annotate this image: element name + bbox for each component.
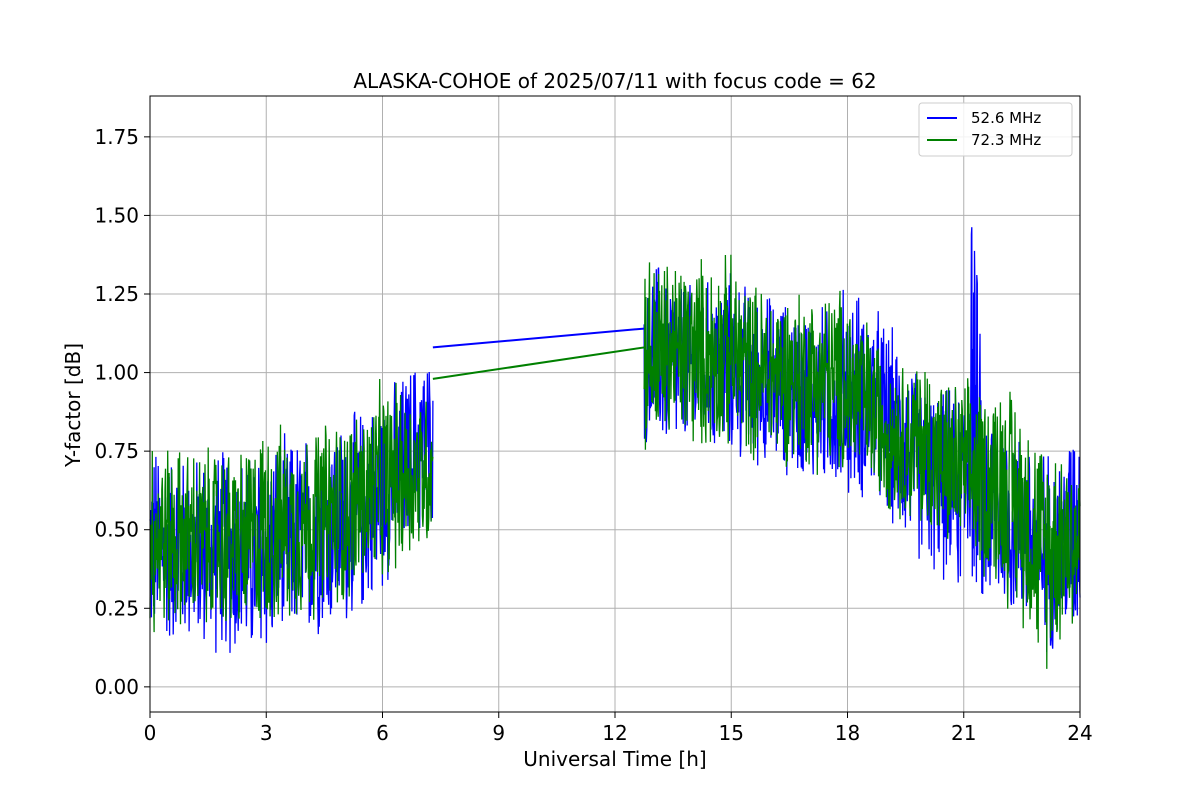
legend: 52.6 MHz 72.3 MHz	[918, 102, 1073, 157]
series-green	[149, 254, 1081, 669]
x-axis-label: Universal Time [h]	[523, 747, 706, 771]
chart-title: ALASKA-COHOE of 2025/07/11 with focus co…	[353, 69, 876, 93]
x-tick-label: 6	[376, 721, 389, 745]
x-tick-label: 21	[951, 721, 976, 745]
series-layer	[149, 227, 1081, 669]
y-axis-label: Y-factor [dB]	[61, 343, 85, 468]
x-tick-label: 24	[1067, 721, 1092, 745]
y-tick-label: 1.00	[94, 361, 139, 385]
x-tick-label: 18	[835, 721, 860, 745]
x-tick-label: 15	[719, 721, 744, 745]
y-tick-label: 1.50	[94, 203, 139, 227]
series-line	[643, 254, 1081, 669]
x-tick-label: 3	[260, 721, 273, 745]
y-tick-label: 1.75	[94, 125, 139, 149]
y-tick-label: 0.50	[94, 518, 139, 542]
legend-label: 52.6 MHz	[971, 109, 1041, 127]
legend-label: 72.3 MHz	[971, 131, 1041, 149]
x-tick-label: 12	[602, 721, 627, 745]
x-tick-label: 9	[492, 721, 505, 745]
y-tick-label: 1.25	[94, 282, 139, 306]
x-tick-label: 0	[144, 721, 157, 745]
gap-connector-line	[432, 327, 645, 349]
series-line	[149, 378, 434, 633]
legend-box	[918, 102, 1073, 157]
gap-connector-line	[432, 346, 645, 380]
y-tick-label: 0.00	[94, 675, 139, 699]
y-tick-label: 0.75	[94, 439, 139, 463]
y-tick-label: 0.25	[94, 596, 139, 620]
ticks: 0 3 6 9 12 15 18 21 24 0.00 0.25 0.50 0.75 1.00 1.25 1.…	[94, 125, 1092, 745]
